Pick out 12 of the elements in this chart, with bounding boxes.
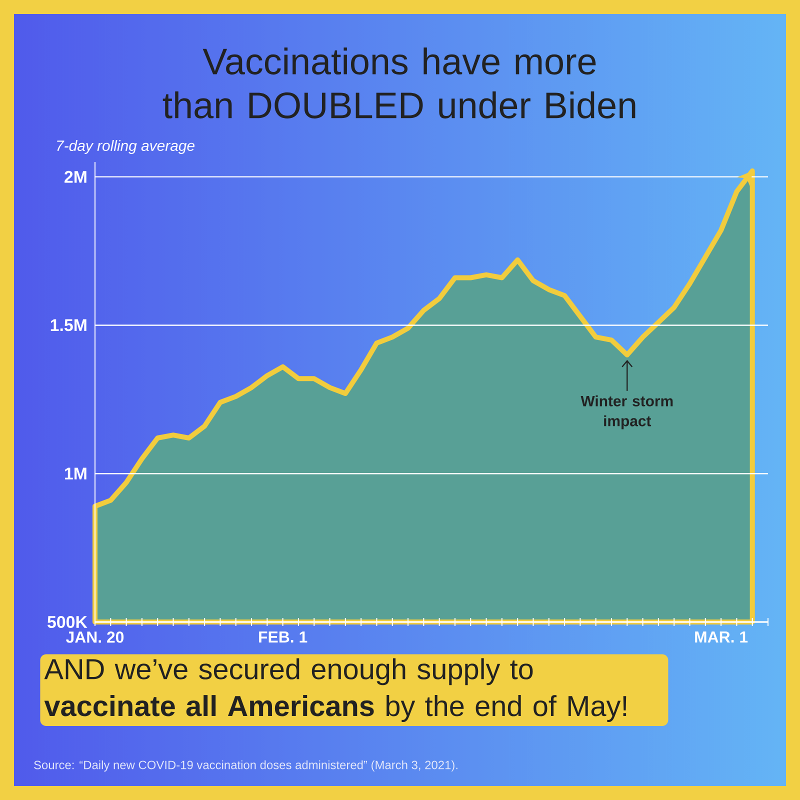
source-note: Source: “Daily new COVID-19 vaccination doses administered” (March 3, 2021). (34, 760, 458, 772)
chart-subtitle: 7-day rolling average (57, 140, 194, 154)
x-tick-label: FEB. 1 (259, 632, 308, 642)
text: AND we’ve secured enough supply to vaccinate all Americans by the end of May! (44, 658, 626, 722)
y-tick-label: 2M (64, 170, 86, 183)
chart-title: Vaccinations have more than DOUBLED under Biden (162, 48, 636, 118)
annotation: Winter storm impact (580, 395, 673, 430)
x-tick-label: JAN. 20 (66, 632, 124, 643)
y-tick-label: 1M (65, 468, 86, 480)
y-tick-label: 1.5M (50, 319, 86, 332)
x-tick-label: MAR. 1 (695, 632, 748, 642)
y-tick-label: 500K (48, 616, 88, 628)
